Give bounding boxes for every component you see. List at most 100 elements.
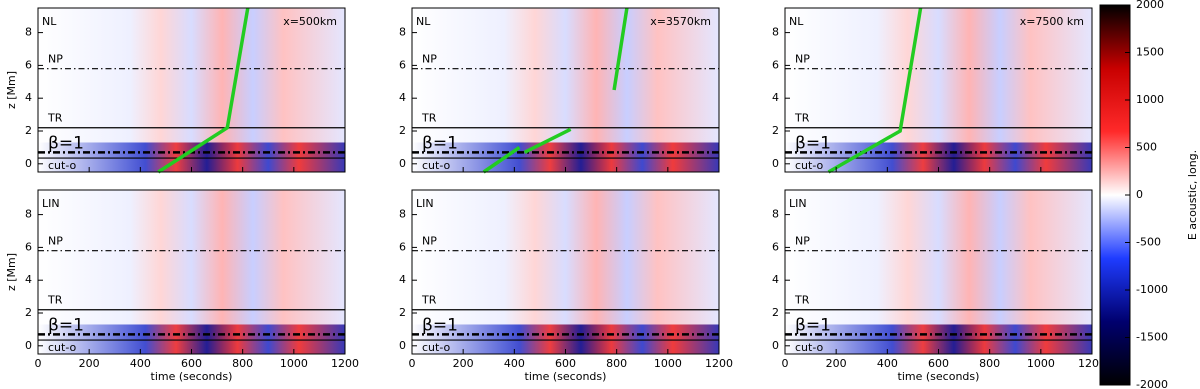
x-tick-label: 400	[877, 357, 898, 370]
x-tick-label: 0	[35, 357, 42, 370]
track-line	[482, 7, 629, 174]
ref-label: cut-o	[422, 159, 451, 172]
ref-label: β=1	[422, 315, 458, 335]
x-tick-label: 1000	[1027, 357, 1055, 370]
y-tick-label: 0	[399, 157, 406, 170]
y-tick-label: 8	[399, 208, 406, 221]
y-tick-label: 2	[25, 124, 32, 137]
panel-title: NL	[416, 15, 431, 28]
x-tick-label: 400	[504, 357, 525, 370]
ref-label: NP	[48, 235, 63, 248]
y-tick-label: 2	[772, 306, 779, 319]
x-tick-label: 200	[826, 357, 847, 370]
x-tick-label: 800	[979, 357, 1000, 370]
ref-label: β=1	[795, 133, 831, 153]
panel-annotation: x=3570km	[650, 15, 711, 28]
y-tick-label: 0	[399, 339, 406, 352]
y-tick-label: 0	[772, 339, 779, 352]
panel-title: LIN	[789, 197, 807, 210]
ref-label: NP	[48, 53, 63, 66]
colorbar-tick-label: 1500	[1136, 46, 1164, 59]
x-tick-label: 1200	[331, 357, 359, 370]
y-axis-label: z [Mm]	[5, 71, 18, 109]
x-axis-label: time (seconds)	[525, 370, 607, 383]
y-tick-label: 2	[399, 306, 406, 319]
track-line	[157, 7, 250, 174]
ref-label: β=1	[795, 315, 831, 335]
y-tick-label: 4	[399, 91, 406, 104]
ref-label: TR	[794, 294, 810, 307]
ref-label: TR	[421, 112, 437, 125]
y-axis-label: z [Mm]	[5, 253, 18, 291]
x-tick-label: 200	[453, 357, 474, 370]
x-tick-label: 200	[79, 357, 100, 370]
track-line	[827, 7, 923, 174]
x-tick-label: 0	[409, 357, 416, 370]
panel-title: LIN	[42, 197, 60, 210]
x-tick-label: 1200	[705, 357, 733, 370]
x-tick-label: 1200	[1078, 357, 1106, 370]
y-tick-label: 8	[25, 26, 32, 39]
y-tick-label: 8	[772, 26, 779, 39]
ref-label: TR	[47, 112, 63, 125]
y-tick-label: 6	[399, 58, 406, 71]
y-tick-label: 8	[399, 26, 406, 39]
y-tick-label: 2	[25, 306, 32, 319]
y-tick-label: 0	[25, 339, 32, 352]
ref-label: cut-o	[48, 159, 77, 172]
ref-label: NP	[422, 53, 437, 66]
panel-title: NL	[789, 15, 804, 28]
ref-label: TR	[47, 294, 63, 307]
ref-label: cut-o	[422, 341, 451, 354]
x-axis-label: time (seconds)	[898, 370, 980, 383]
y-tick-label: 4	[772, 91, 779, 104]
x-tick-label: 1000	[654, 357, 682, 370]
colorbar-tick-label: -1000	[1136, 283, 1168, 296]
ref-label: TR	[421, 294, 437, 307]
panel-annotation: x=500km	[283, 15, 337, 28]
ref-label: NP	[795, 235, 810, 248]
ref-label: cut-o	[48, 341, 77, 354]
y-tick-label: 6	[25, 58, 32, 71]
y-tick-label: 8	[772, 208, 779, 221]
panel-annotation: x=7500 km	[1020, 15, 1084, 28]
ref-label: NP	[795, 53, 810, 66]
x-tick-label: 0	[782, 357, 789, 370]
y-tick-label: 2	[772, 124, 779, 137]
y-tick-label: 4	[25, 91, 32, 104]
y-tick-label: 0	[25, 157, 32, 170]
ref-label: cut-o	[795, 159, 824, 172]
panel-title: LIN	[416, 197, 434, 210]
ref-label: TR	[794, 112, 810, 125]
x-tick-label: 600	[928, 357, 949, 370]
y-tick-label: 6	[399, 240, 406, 253]
colorbar-tick-label: 500	[1136, 141, 1157, 154]
y-tick-label: 4	[399, 273, 406, 286]
y-tick-label: 4	[25, 273, 32, 286]
colorbar-tick-label: 0	[1136, 188, 1143, 201]
x-tick-label: 600	[555, 357, 576, 370]
ref-label: β=1	[48, 315, 84, 335]
y-tick-label: 4	[772, 273, 779, 286]
colorbar-tick-label: -1500	[1136, 331, 1168, 344]
ref-label: NP	[422, 235, 437, 248]
colorbar-tick-label: -500	[1136, 236, 1161, 249]
ref-label: cut-o	[795, 341, 824, 354]
colorbar-tick-label: 1000	[1136, 93, 1164, 106]
ref-label: β=1	[422, 133, 458, 153]
ref-label: β=1	[48, 133, 84, 153]
x-tick-label: 800	[232, 357, 253, 370]
x-tick-label: 400	[130, 357, 151, 370]
y-tick-label: 2	[399, 124, 406, 137]
y-tick-label: 6	[772, 240, 779, 253]
colorbar-tick-label: -2000	[1136, 378, 1168, 389]
colorbar-tick-label: 2000	[1136, 0, 1164, 11]
x-axis-label: time (seconds)	[151, 370, 233, 383]
x-tick-label: 800	[606, 357, 627, 370]
y-tick-label: 6	[25, 240, 32, 253]
panel-title: NL	[42, 15, 57, 28]
colorbar-label: E acoustic, long.	[1186, 150, 1199, 240]
y-tick-label: 8	[25, 208, 32, 221]
y-tick-label: 0	[772, 157, 779, 170]
